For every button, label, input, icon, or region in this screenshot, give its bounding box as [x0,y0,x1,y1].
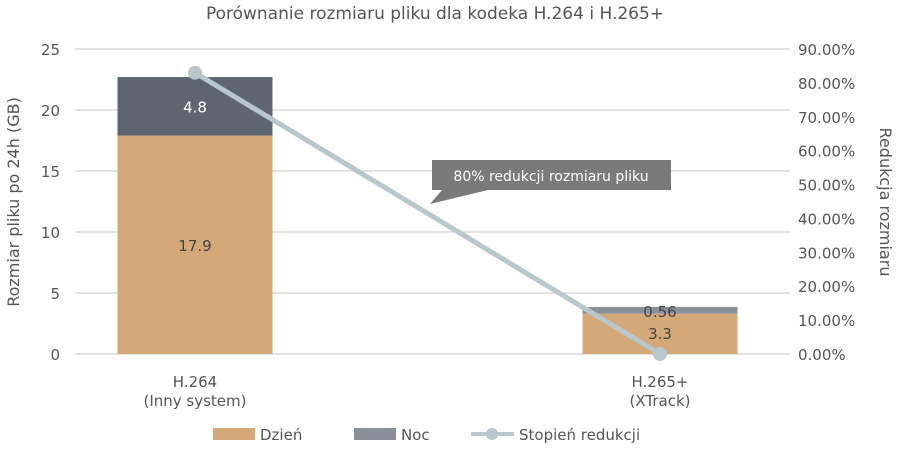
y-tick-label: 0 [50,346,60,364]
y-tick-label: 20 [41,102,60,120]
y2-tick-label: 10.00% [798,312,855,330]
annotation-callout: 80% redukcji rozmiaru pliku [430,160,671,204]
y-tick-label: 5 [50,285,60,303]
bar-dzien [117,135,273,354]
y2-tick-label: 30.00% [798,244,855,262]
chart-title: Porównanie rozmiaru pliku dla kodeka H.2… [206,4,664,24]
y-axis-label: Rozmiar pliku po 24h (GB) [4,97,23,307]
legend-swatch-dzien [213,428,255,440]
y-tick-label: 15 [41,163,60,181]
y2-tick-label: 70.00% [798,109,855,127]
annotation-text: 80% redukcji rozmiaru pliku [453,169,648,185]
y2-tick-label: 80.00% [798,75,855,93]
data-label-dzien: 3.3 [648,325,672,343]
y2-axis-label: Redukcja rozmiaru [876,128,895,277]
x-tick-label: (Inny system) [143,392,246,410]
x-tick-label: H.264 [173,373,217,391]
x-tick-label: (XTrack) [630,392,691,410]
y2-tick-label: 40.00% [798,210,855,228]
y2-tick-label: 50.00% [798,177,855,195]
line-point [188,65,202,80]
legend-label-stopien-redukcji: Stopień redukcji [519,426,640,444]
y2-tick-label: 60.00% [798,143,855,161]
data-label-noc: 0.56 [643,303,676,321]
data-label-noc: 4.8 [183,98,207,116]
x-tick-label: H.265+ [632,373,689,391]
legend-swatch-marker [486,428,498,440]
y2-tick-label: 90.00% [798,41,855,59]
legend-label-dzien: Dzień [260,426,302,444]
legend-label-noc: Noc [401,426,430,444]
legend-swatch-noc [354,428,396,440]
y-tick-label: 10 [41,224,60,242]
bar-noc [582,306,738,314]
line-stopien-redukcji [193,70,662,357]
y-tick-label: 25 [41,41,60,59]
y2-tick-label: 20.00% [798,278,855,296]
data-label-dzien: 17.9 [178,237,211,255]
y2-tick-label: 0.00% [798,346,846,364]
line-point [653,347,667,361]
